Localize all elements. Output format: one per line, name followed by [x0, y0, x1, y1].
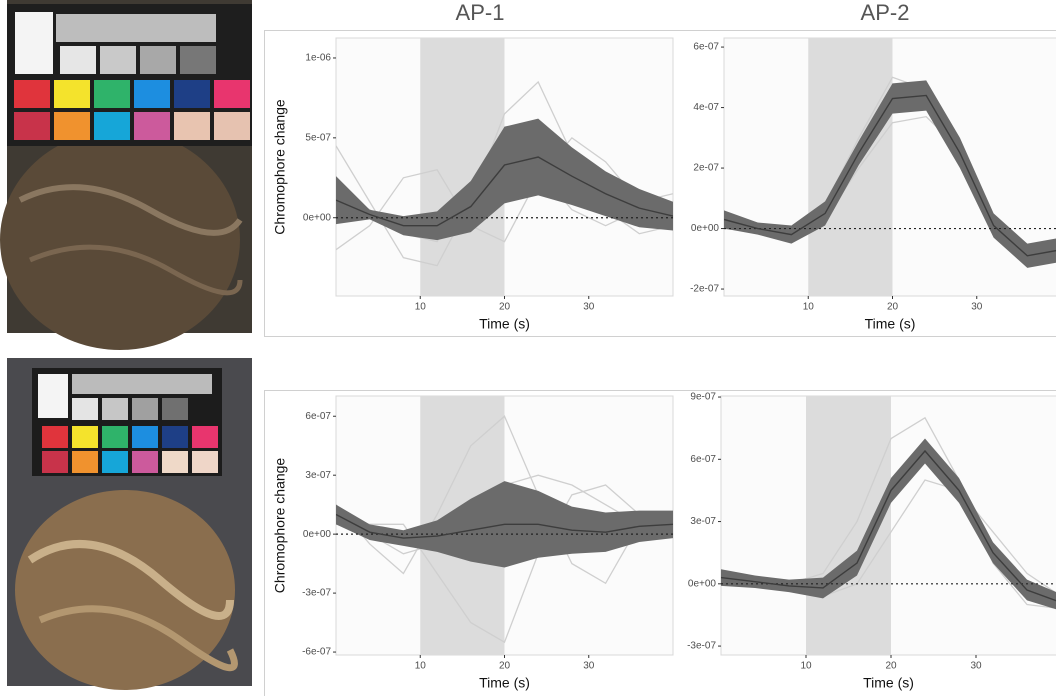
y-tick-label: 0e+00	[691, 223, 720, 234]
x-axis-label: Time (s)	[863, 675, 914, 691]
photo-top	[0, 0, 252, 350]
x-axis-label: Time (s)	[479, 316, 530, 332]
y-tick-label: 6e-07	[690, 454, 716, 465]
plot	[724, 38, 1056, 296]
confidence-band	[724, 80, 1056, 268]
y-tick-label: 6e-07	[305, 411, 331, 422]
mean-line	[336, 513, 673, 539]
y-tick-label: 4e-07	[693, 102, 719, 113]
x-axis-label: Time (s)	[865, 316, 916, 332]
y-tick-label: 0e+00	[688, 578, 717, 589]
x-tick-label: 30	[970, 661, 982, 672]
y-tick-label: 0e+00	[303, 529, 332, 540]
trace-line	[336, 415, 673, 585]
x-tick-label: 30	[583, 302, 595, 313]
photo-bottom	[7, 358, 252, 690]
y-tick-label: 3e-07	[690, 516, 716, 527]
plot	[336, 396, 673, 655]
y-axis-label: Chromophore change	[272, 99, 288, 235]
y-axis-label: Chromophore change	[272, 458, 288, 594]
confidence-band	[336, 118, 673, 241]
mean-line	[336, 156, 673, 227]
y-tick-label: -2e-07	[690, 284, 719, 295]
plot	[721, 396, 1056, 655]
x-tick-label: 30	[583, 661, 595, 672]
x-tick-label: 10	[415, 661, 427, 672]
x-axis-label: Time (s)	[479, 675, 530, 691]
trace-line	[336, 136, 673, 251]
y-tick-label: 1e-06	[305, 53, 331, 64]
plot	[336, 38, 673, 296]
y-tick-label: 2e-07	[693, 163, 719, 174]
panel-frame	[264, 390, 1056, 696]
confidence-band	[721, 438, 1056, 610]
chart-title: AP-2	[861, 0, 910, 25]
trace-line	[336, 484, 673, 644]
x-tick-label: 20	[499, 661, 511, 672]
x-tick-label: 30	[971, 302, 983, 313]
chart-title: AP-1	[456, 0, 505, 25]
y-tick-label: -3e-07	[687, 641, 716, 652]
x-tick-label: 10	[803, 302, 815, 313]
y-tick-label: 9e-07	[690, 392, 716, 403]
panel-frame	[264, 30, 1056, 337]
y-tick-label: 6e-07	[693, 42, 719, 53]
y-tick-label: -6e-07	[302, 647, 331, 658]
y-tick-label: 5e-07	[305, 132, 331, 143]
x-tick-label: 20	[887, 302, 899, 313]
y-tick-label: 3e-07	[305, 470, 331, 481]
x-tick-label: 20	[499, 302, 511, 313]
x-tick-label: 10	[800, 661, 812, 672]
y-tick-label: -3e-07	[302, 588, 331, 599]
mean-line	[721, 449, 1056, 602]
y-tick-label: 0e+00	[303, 212, 332, 223]
x-tick-label: 10	[415, 302, 427, 313]
x-tick-label: 20	[885, 661, 897, 672]
mean-line	[724, 94, 1056, 257]
